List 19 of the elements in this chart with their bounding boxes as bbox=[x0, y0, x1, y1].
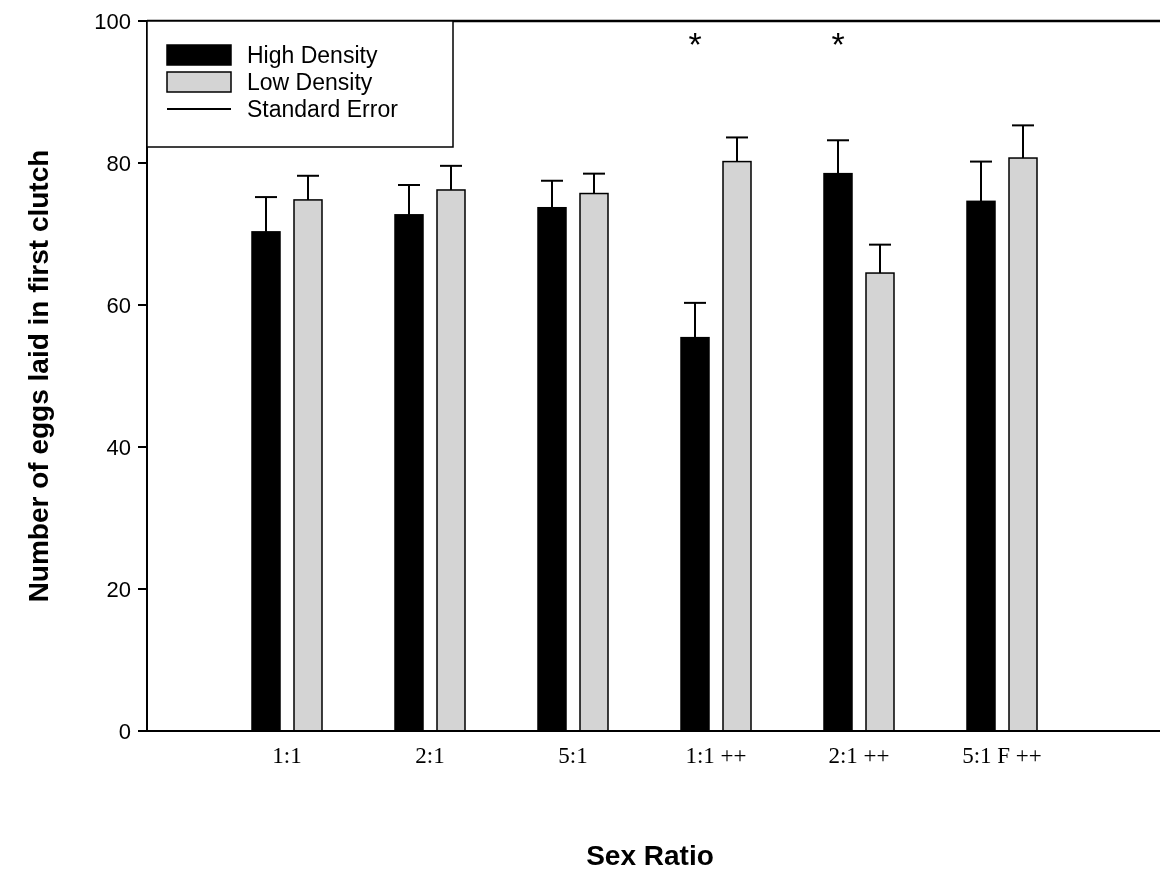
y-tick-label: 0 bbox=[118, 718, 131, 744]
x-tick-label: 5:1 F ++ bbox=[962, 743, 1042, 768]
annotation: * bbox=[688, 25, 702, 63]
x-axis-title: Sex Ratio bbox=[586, 840, 714, 871]
x-tick-label: 5:1 bbox=[558, 743, 588, 768]
legend-label: Low Density bbox=[247, 69, 373, 96]
annotation: * bbox=[831, 25, 845, 63]
y-tick-label: 40 bbox=[106, 434, 131, 460]
legend-label: High Density bbox=[247, 42, 378, 69]
x-tick-label: 1:1 ++ bbox=[685, 743, 747, 768]
y-tick-label: 20 bbox=[106, 576, 131, 602]
y-tick-label: 80 bbox=[106, 150, 131, 176]
x-tick-label: 2:1 bbox=[415, 743, 445, 768]
x-tick-label: 2:1 ++ bbox=[828, 743, 890, 768]
annotation: Standard Error bbox=[247, 96, 399, 123]
x-tick-label: 1:1 bbox=[272, 743, 302, 768]
y-axis-title: Number of eggs laid in first clutch bbox=[22, 149, 54, 603]
y-tick-label: 100 bbox=[94, 8, 131, 34]
y-tick-label: 60 bbox=[106, 292, 131, 318]
